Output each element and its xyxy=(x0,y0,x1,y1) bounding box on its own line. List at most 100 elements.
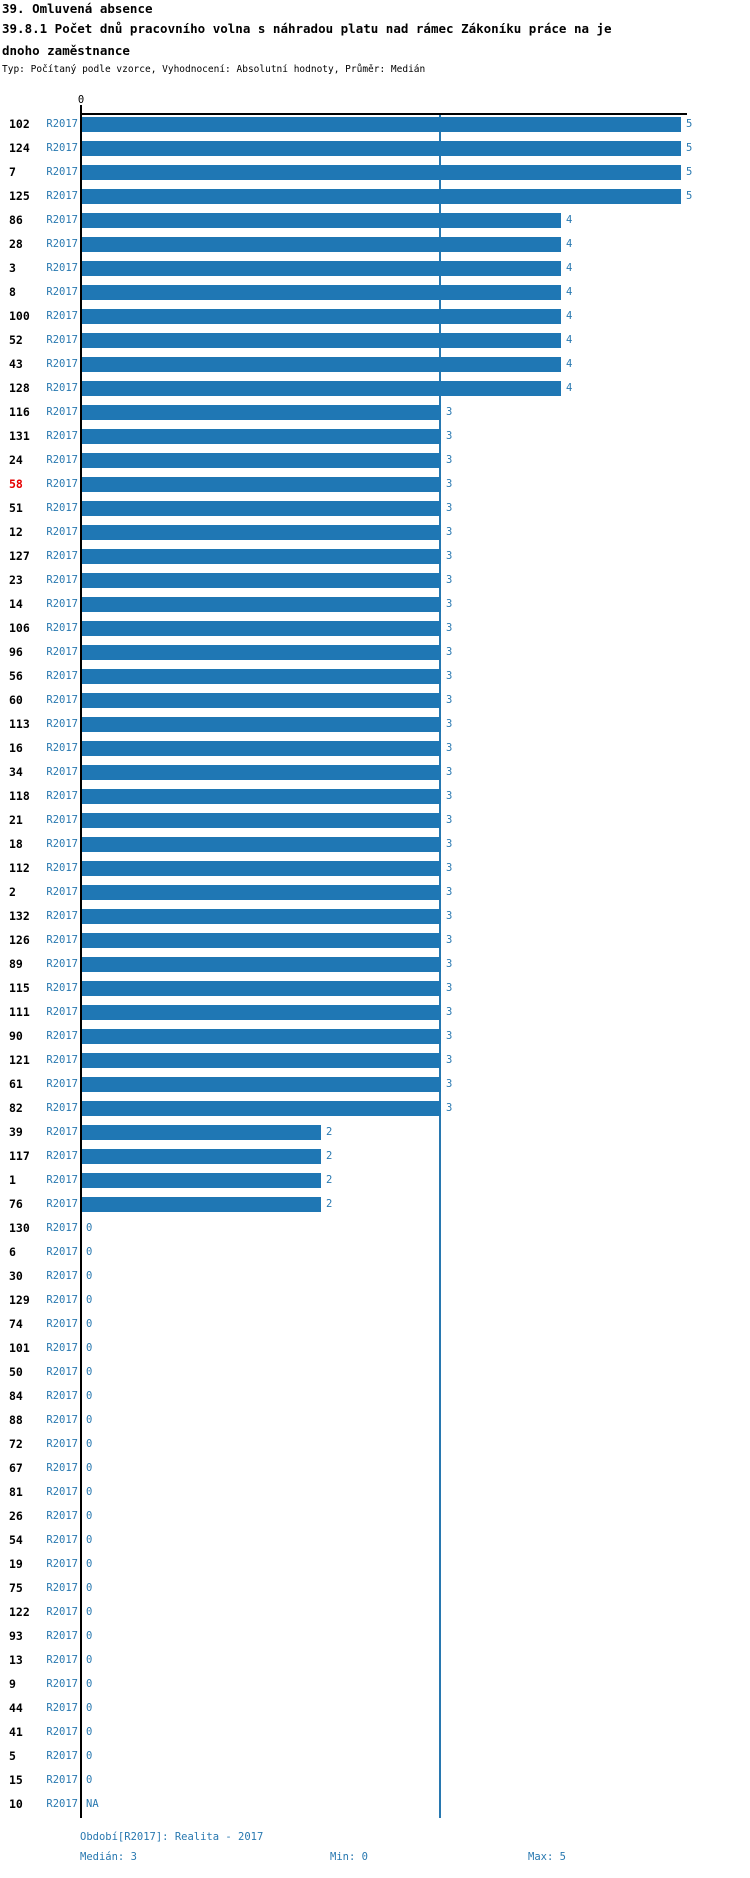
y-axis-line xyxy=(80,105,82,1818)
row-series-label: R2017 xyxy=(46,406,78,418)
row-id-label: 58 xyxy=(9,477,23,491)
chart-row: 115 R2017 3 xyxy=(0,976,750,1000)
row-id-label: 102 xyxy=(9,117,30,131)
chart-row: 75 R2017 0 xyxy=(0,1576,750,1600)
row-id-label: 121 xyxy=(9,1053,30,1067)
row-series-label: R2017 xyxy=(46,502,78,514)
row-id-label: 127 xyxy=(9,549,30,563)
row-series-label: R2017 xyxy=(46,526,78,538)
bar xyxy=(82,1172,321,1188)
chart-row: 23 R2017 3 xyxy=(0,568,750,592)
row-id-label: 131 xyxy=(9,429,30,443)
chart-row: 60 R2017 3 xyxy=(0,688,750,712)
bar xyxy=(82,956,441,972)
bar xyxy=(82,788,441,804)
row-series-label: R2017 xyxy=(46,1582,78,1594)
row-series-label: R2017 xyxy=(46,1366,78,1378)
row-series-label: R2017 xyxy=(46,1510,78,1522)
row-series-label: R2017 xyxy=(46,622,78,634)
bar xyxy=(82,212,561,228)
chart-row: 102 R2017 5 xyxy=(0,112,750,136)
bar-value-label: 0 xyxy=(86,1630,93,1642)
bar-value-label: 0 xyxy=(86,1486,93,1498)
row-series-label: R2017 xyxy=(46,670,78,682)
chart-row: 3 R2017 4 xyxy=(0,256,750,280)
chart-row: 54 R2017 0 xyxy=(0,1528,750,1552)
row-id-label: 100 xyxy=(9,309,30,323)
row-series-label: R2017 xyxy=(46,1702,78,1714)
row-series-label: R2017 xyxy=(46,1558,78,1570)
chart-row: 124 R2017 5 xyxy=(0,136,750,160)
bar-value-label: 4 xyxy=(566,334,573,346)
row-series-label: R2017 xyxy=(46,430,78,442)
chart-row: 19 R2017 0 xyxy=(0,1552,750,1576)
row-series-label: R2017 xyxy=(46,1246,78,1258)
row-id-label: 67 xyxy=(9,1461,23,1475)
bar xyxy=(82,596,441,612)
row-id-label: 2 xyxy=(9,885,16,899)
bar xyxy=(82,644,441,660)
chart-row: 10 R2017 NA xyxy=(0,1792,750,1816)
bar xyxy=(82,668,441,684)
bar xyxy=(82,428,441,444)
bar xyxy=(82,572,441,588)
row-series-label: R2017 xyxy=(46,910,78,922)
bar-value-label: 3 xyxy=(446,766,453,778)
chart-row: 90 R2017 3 xyxy=(0,1024,750,1048)
bar xyxy=(82,452,441,468)
row-id-label: 89 xyxy=(9,957,23,971)
bar xyxy=(82,188,681,204)
bar-value-label: 0 xyxy=(86,1558,93,1570)
bar-value-label: 0 xyxy=(86,1366,93,1378)
bar xyxy=(82,1076,441,1092)
row-series-label: R2017 xyxy=(46,1318,78,1330)
row-id-label: 93 xyxy=(9,1629,23,1643)
row-series-label: R2017 xyxy=(46,934,78,946)
bar xyxy=(82,812,441,828)
row-id-label: 101 xyxy=(9,1341,30,1355)
bar-value-label: 0 xyxy=(86,1390,93,1402)
bar xyxy=(82,620,441,636)
row-series-label: R2017 xyxy=(46,214,78,226)
row-series-label: R2017 xyxy=(46,1342,78,1354)
bar xyxy=(82,380,561,396)
row-series-label: R2017 xyxy=(46,286,78,298)
bar xyxy=(82,1052,441,1068)
row-series-label: R2017 xyxy=(46,1006,78,1018)
row-series-label: R2017 xyxy=(46,838,78,850)
bar-value-label: 0 xyxy=(86,1702,93,1714)
row-id-label: 82 xyxy=(9,1101,23,1115)
indicator-meta: Typ: Počítaný podle vzorce, Vyhodnocení:… xyxy=(2,64,426,75)
row-id-label: 116 xyxy=(9,405,30,419)
row-id-label: 6 xyxy=(9,1245,16,1259)
bar-value-label: 0 xyxy=(86,1510,93,1522)
row-id-label: 130 xyxy=(9,1221,30,1235)
bar-value-label: 4 xyxy=(566,214,573,226)
chart-row: 121 R2017 3 xyxy=(0,1048,750,1072)
row-id-label: 15 xyxy=(9,1773,23,1787)
page-subtitle-line2: dnoho zaměstnance xyxy=(2,43,130,58)
row-series-label: R2017 xyxy=(46,238,78,250)
chart-row: 81 R2017 0 xyxy=(0,1480,750,1504)
bar-value-label: 3 xyxy=(446,478,453,490)
chart-row: 111 R2017 3 xyxy=(0,1000,750,1024)
chart-row: 101 R2017 0 xyxy=(0,1336,750,1360)
row-series-label: R2017 xyxy=(46,1606,78,1618)
chart-row: 1 R2017 2 xyxy=(0,1168,750,1192)
chart-row: 128 R2017 4 xyxy=(0,376,750,400)
row-series-label: R2017 xyxy=(46,1294,78,1306)
chart-row: 127 R2017 3 xyxy=(0,544,750,568)
bar-value-label: 0 xyxy=(86,1774,93,1786)
bar-value-label: 0 xyxy=(86,1534,93,1546)
chart-row: 44 R2017 0 xyxy=(0,1696,750,1720)
row-id-label: 44 xyxy=(9,1701,23,1715)
bar-value-label: 2 xyxy=(326,1126,333,1138)
chart-row: 93 R2017 0 xyxy=(0,1624,750,1648)
row-id-label: 34 xyxy=(9,765,23,779)
footer-max: Max: 5 xyxy=(528,1851,566,1863)
row-id-label: 111 xyxy=(9,1005,30,1019)
bar-value-label: 2 xyxy=(326,1150,333,1162)
bar xyxy=(82,884,441,900)
bar xyxy=(82,308,561,324)
row-series-label: R2017 xyxy=(46,478,78,490)
